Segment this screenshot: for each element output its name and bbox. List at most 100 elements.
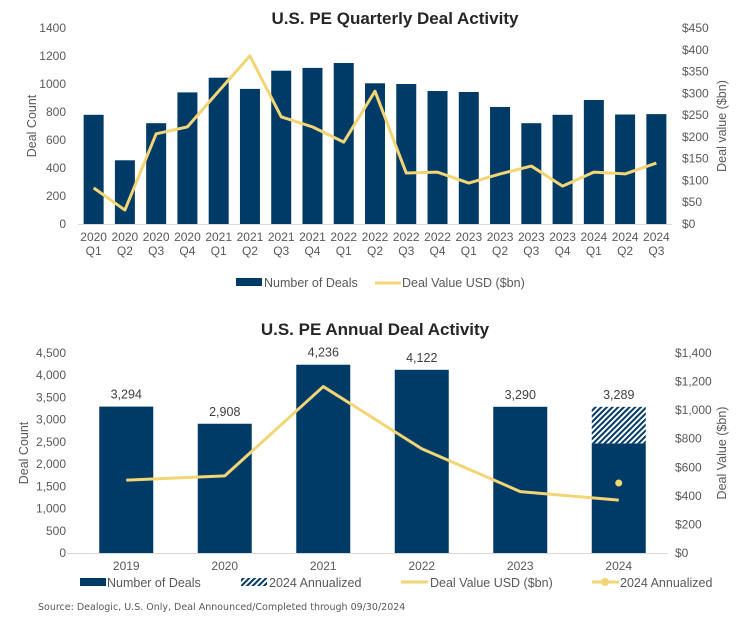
bar-number-of-deals (458, 91, 479, 224)
x-tick-label-quarter: Q4 (179, 244, 195, 258)
legend-label-2024-annualized-point: 2024 Annualized (620, 576, 712, 590)
x-tick-label-year: 2021 (268, 230, 295, 244)
bar-number-of-deals (239, 88, 260, 225)
y-tick-label: 2,500 (36, 435, 66, 449)
y-tick-label: 0 (59, 546, 66, 560)
quarterly-y2-axis-title: Deal value ($bn) (715, 80, 729, 172)
x-tick-label-year: 2020 (174, 230, 201, 244)
x-tick-label: 2019 (113, 559, 140, 573)
bar-number-of-deals (208, 77, 229, 224)
x-tick-label-quarter: Q2 (367, 244, 383, 258)
bar-data-label: 4,122 (406, 351, 437, 365)
x-tick-label-year: 2021 (205, 230, 232, 244)
annual-y2-axis-title: Deal Value ($bn) (715, 407, 729, 500)
x-tick-label-year: 2022 (330, 230, 357, 244)
x-tick-label-year: 2020 (143, 230, 170, 244)
bar-number-of-deals (271, 70, 292, 224)
y-tick-label: 500 (46, 524, 66, 538)
bar-number-of-deals (552, 114, 573, 224)
x-tick-label-year: 2022 (424, 230, 451, 244)
quarterly-chart-title: U.S. PE Quarterly Deal Activity (272, 9, 519, 28)
x-tick-label-year: 2023 (455, 230, 482, 244)
y2-tick-label: $1,000 (675, 403, 712, 417)
bar-data-label: 3,294 (111, 388, 142, 402)
x-tick-label-quarter: Q2 (492, 244, 508, 258)
bar-number-of-deals (177, 92, 198, 225)
y-tick-label: 2,000 (36, 457, 66, 471)
y2-tick-label: $400 (675, 489, 702, 503)
x-tick-label-quarter: Q1 (586, 244, 602, 258)
y2-tick-label: $0 (682, 217, 696, 231)
quarterly-y-axis-title: Deal Count (25, 94, 39, 157)
y-tick-label: 600 (46, 133, 66, 147)
legend-label-deal-value-annual: Deal Value USD ($bn) (430, 576, 553, 590)
bar-number-of-deals (521, 123, 542, 224)
y2-tick-label: $350 (682, 65, 709, 79)
x-tick-label: 2022 (408, 559, 435, 573)
point-2024-annualized (615, 479, 623, 487)
x-tick-label: 2024 (605, 559, 632, 573)
y2-tick-label: $200 (675, 517, 702, 531)
source-note: Source: Dealogic, U.S. Only, Deal Announ… (38, 602, 406, 613)
legend-label-number-of-deals: Number of Deals (264, 276, 358, 290)
x-tick-label: 2020 (211, 559, 238, 573)
x-tick-label: 2023 (507, 559, 534, 573)
x-tick-label-quarter: Q2 (617, 244, 633, 258)
bar-number-of-deals (296, 364, 351, 553)
x-tick-label-year: 2020 (112, 230, 139, 244)
y-tick-label: 400 (46, 161, 66, 175)
y2-tick-label: $600 (675, 460, 702, 474)
y2-tick-label: $450 (682, 21, 709, 35)
annual-chart-title: U.S. PE Annual Deal Activity (261, 320, 490, 339)
bar-number-of-deals (490, 106, 511, 224)
bar-number-of-deals (302, 67, 323, 225)
y-tick-label: 3,500 (36, 390, 66, 404)
x-tick-label-year: 2022 (393, 230, 420, 244)
line-deal-value (126, 385, 619, 502)
bar-number-of-deals (83, 114, 104, 224)
y-tick-label: 4,000 (36, 368, 66, 382)
y2-tick-label: $1,200 (675, 375, 712, 389)
x-tick-label-quarter: Q2 (117, 244, 133, 258)
y2-tick-label: $1,400 (675, 346, 712, 360)
bar-number-of-deals (365, 83, 385, 224)
y2-tick-label: $300 (682, 86, 709, 100)
y-tick-label: 1000 (39, 77, 66, 91)
legend-label-2024-annualized-bar: 2024 Annualized (269, 576, 361, 590)
legend-label-deal-value: Deal Value USD ($bn) (402, 276, 525, 290)
x-tick-label-quarter: Q1 (336, 244, 352, 258)
bar-data-label: 3,290 (505, 388, 536, 402)
legend-swatch-number-of-deals (236, 278, 262, 286)
y-tick-label: 0 (59, 217, 66, 231)
legend-label-number-of-deals-annual: Number of Deals (107, 576, 201, 590)
x-tick-label-year: 2024 (580, 230, 607, 244)
x-tick-label-quarter: Q1 (86, 244, 102, 258)
x-tick-label-quarter: Q3 (523, 244, 539, 258)
y-tick-label: 3,000 (36, 413, 66, 427)
y-tick-label: 1400 (39, 21, 66, 35)
y-tick-label: 1200 (39, 49, 66, 63)
y-tick-label: 200 (46, 189, 66, 203)
bar-number-of-deals (197, 423, 252, 553)
x-tick-label-quarter: Q4 (555, 244, 571, 258)
y2-tick-label: $150 (682, 152, 709, 166)
y2-tick-label: $200 (682, 130, 709, 144)
annual-legend: Number of Deals 2024 Annualized Deal Val… (80, 576, 712, 590)
x-tick-label-year: 2023 (487, 230, 514, 244)
y2-tick-label: $800 (675, 432, 702, 446)
bar-number-of-deals (615, 114, 636, 224)
y2-tick-label: $0 (675, 546, 689, 560)
bar-number-of-deals (396, 84, 417, 224)
x-tick-label-quarter: Q1 (461, 244, 477, 258)
x-tick-label-quarter: Q3 (398, 244, 414, 258)
legend-marker-2024-annualized-point (601, 578, 609, 586)
x-tick-label-quarter: Q3 (273, 244, 289, 258)
x-tick-label-year: 2022 (362, 230, 389, 244)
quarterly-legend: Number of Deals Deal Value USD ($bn) (236, 276, 525, 290)
x-tick-label-quarter: Q3 (148, 244, 164, 258)
bar-number-of-deals (493, 406, 548, 553)
bar-number-of-deals (394, 369, 449, 553)
y2-tick-label: $400 (682, 43, 709, 57)
y-tick-label: 1,500 (36, 479, 66, 493)
